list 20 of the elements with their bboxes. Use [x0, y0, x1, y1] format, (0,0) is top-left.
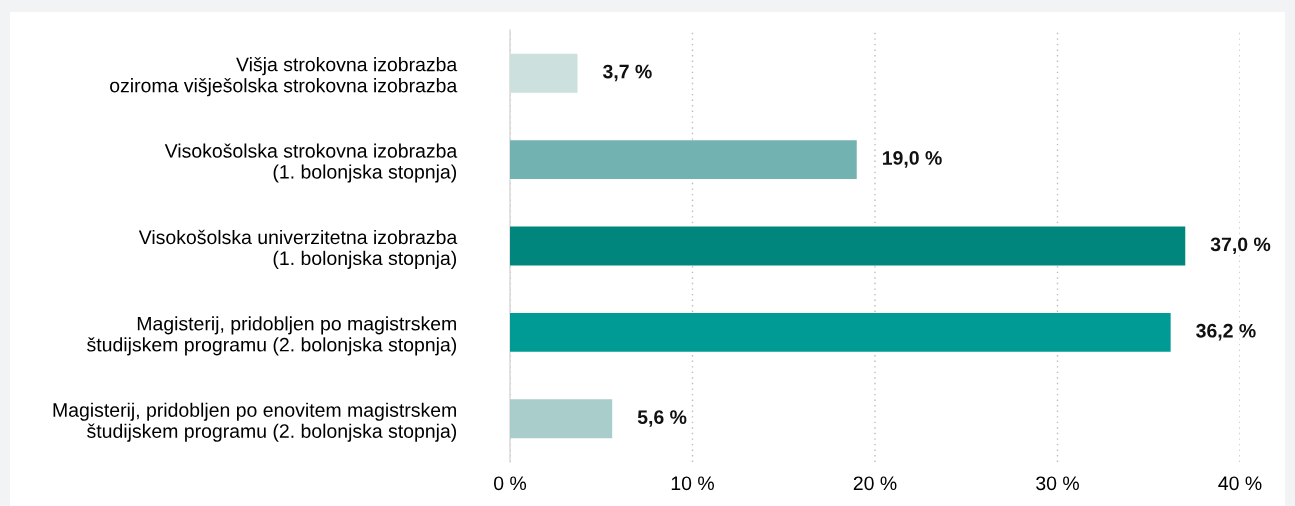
y-tick-label: Višja strokovna izobrazba oziroma višješolska strokovna izobrazba	[110, 57, 458, 97]
x-tick-label: 30 %	[1036, 476, 1079, 491]
data-label: 3,7 %	[602, 64, 652, 82]
x-tick-label: 20 %	[853, 476, 897, 491]
data-label: 37,0 %	[1210, 237, 1271, 255]
data-label: 5,6 %	[637, 410, 687, 427]
data-label: 36,2 %	[1196, 323, 1256, 341]
y-tick-label: Visokošolska strokovna izobrazba (1. bolonjska stopnja)	[164, 143, 458, 183]
y-tick-label: Magisterij, pridobljen po magistrskem študijskem programu (2. bolonjska stopnja)	[87, 316, 457, 356]
bar	[510, 312, 1171, 352]
y-tick-label: Visokošolska univerzitetna izobrazba (1. bolonjska stopnja)	[138, 229, 458, 269]
bar	[510, 399, 613, 439]
x-tick-label: 10 %	[671, 476, 714, 491]
bar	[510, 53, 578, 93]
y-tick-label: Magisterij, pridobljen po enovitem magistrskem študijskem programu (2. bolonjska stopnja)	[53, 402, 457, 442]
bar	[510, 226, 1186, 266]
x-tick-label: 0 %	[494, 476, 527, 491]
data-label: 19,0 %	[882, 151, 942, 168]
x-tick-label: 40 %	[1218, 476, 1262, 491]
bar	[510, 140, 857, 180]
